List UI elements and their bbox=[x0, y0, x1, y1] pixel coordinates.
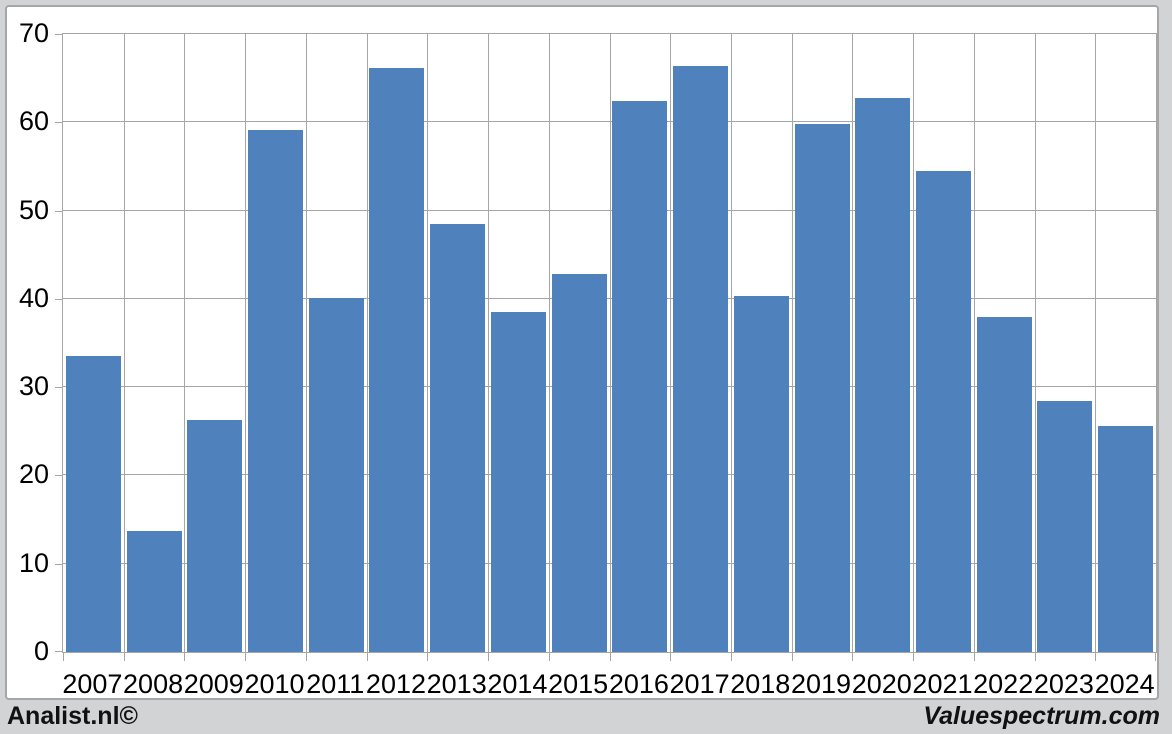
footer-brand-valuespectrum: Valuespectrum.com bbox=[923, 701, 1160, 730]
bar-2015 bbox=[551, 274, 607, 652]
vertical-gridline-5 bbox=[366, 34, 368, 652]
x-tick-17 bbox=[1095, 652, 1097, 661]
x-label-2022: 2022 bbox=[973, 669, 1034, 699]
y-axis: 0 10 20 30 40 50 60 70 bbox=[7, 18, 55, 666]
bar-2009 bbox=[187, 419, 243, 652]
x-label-2016: 2016 bbox=[608, 669, 669, 699]
footer-brand-analist: Analist.nl© bbox=[7, 701, 138, 730]
x-tick-15 bbox=[973, 652, 975, 661]
y-tick-70 bbox=[55, 34, 63, 35]
vertical-gridline-10 bbox=[670, 34, 672, 652]
x-tick-16 bbox=[1034, 652, 1036, 661]
x-tick-7 bbox=[488, 652, 490, 661]
x-label-2017: 2017 bbox=[669, 669, 730, 699]
y-tick-60 bbox=[55, 122, 63, 124]
x-tick-6 bbox=[427, 652, 429, 661]
y-tick-label-30: 30 bbox=[18, 371, 49, 402]
x-tick-18 bbox=[1155, 652, 1156, 661]
bar-2017 bbox=[673, 65, 729, 652]
x-tick-14 bbox=[913, 652, 915, 661]
x-label-2014: 2014 bbox=[487, 669, 548, 699]
y-tick-40 bbox=[55, 298, 63, 300]
x-tick-8 bbox=[548, 652, 550, 661]
footer-bar: Analist.nl© Valuespectrum.com bbox=[0, 700, 1172, 734]
bar-2014 bbox=[490, 312, 546, 652]
bar-2008 bbox=[126, 531, 182, 652]
bar-2018 bbox=[733, 296, 789, 652]
x-label-2010: 2010 bbox=[244, 669, 305, 699]
x-label-2013: 2013 bbox=[426, 669, 487, 699]
bar-2016 bbox=[612, 101, 668, 652]
vertical-gridline-8 bbox=[548, 34, 550, 652]
x-label-2019: 2019 bbox=[790, 669, 852, 699]
vertical-gridline-9 bbox=[609, 34, 611, 652]
x-label-2012: 2012 bbox=[365, 669, 427, 699]
bar-2023 bbox=[1037, 401, 1093, 652]
x-axis: 2007 2008 2009 2010 2011 2012 2013 2014 2015 2016… bbox=[62, 669, 1155, 699]
x-label-2007: 2007 bbox=[62, 669, 123, 699]
x-label-2021: 2021 bbox=[912, 669, 973, 699]
bar-2020 bbox=[855, 97, 911, 652]
bar-2013 bbox=[430, 223, 486, 652]
x-tick-12 bbox=[791, 652, 793, 661]
x-tick-11 bbox=[730, 652, 732, 661]
y-tick-label-0: 0 bbox=[33, 636, 49, 666]
bar-2010 bbox=[248, 130, 303, 652]
vertical-gridline-17 bbox=[1095, 34, 1097, 652]
x-label-2020: 2020 bbox=[851, 669, 912, 699]
y-tick-20 bbox=[55, 475, 63, 477]
vertical-gridline-13 bbox=[852, 34, 854, 652]
vertical-gridline-3 bbox=[245, 34, 247, 652]
x-tick-3 bbox=[245, 652, 247, 661]
y-tick-50 bbox=[55, 210, 63, 212]
bar-2011 bbox=[308, 297, 364, 652]
x-tick-13 bbox=[852, 652, 854, 661]
vertical-gridline-6 bbox=[427, 34, 429, 652]
bar-2007 bbox=[65, 356, 121, 652]
vertical-gridline-4 bbox=[305, 34, 307, 652]
chart-window: 0 10 20 30 40 50 60 70 2007 2008 2009 2010 2011 2012… bbox=[5, 5, 1159, 700]
y-tick-label-70: 70 bbox=[18, 18, 49, 48]
y-tick-10 bbox=[55, 563, 63, 565]
x-tick-9 bbox=[609, 652, 611, 661]
x-tick-10 bbox=[670, 652, 672, 661]
vertical-gridline-11 bbox=[730, 34, 732, 652]
x-label-2015: 2015 bbox=[548, 669, 609, 699]
vertical-gridline-15 bbox=[973, 34, 975, 652]
x-label-2024: 2024 bbox=[1094, 669, 1155, 699]
vertical-gridline-2 bbox=[184, 34, 186, 652]
bar-2022 bbox=[976, 317, 1032, 652]
y-tick-0 bbox=[55, 651, 63, 652]
y-tick-label-40: 40 bbox=[18, 282, 49, 313]
vertical-gridline-7 bbox=[488, 34, 490, 652]
bar-2012 bbox=[369, 67, 425, 652]
y-tick-label-50: 50 bbox=[18, 194, 49, 225]
x-tick-4 bbox=[305, 652, 307, 661]
bar-2024 bbox=[1098, 426, 1154, 652]
plot-area bbox=[55, 33, 1157, 661]
x-tick-0 bbox=[63, 652, 64, 661]
x-label-2011: 2011 bbox=[306, 669, 365, 699]
x-label-2023: 2023 bbox=[1033, 669, 1094, 699]
vertical-gridline-12 bbox=[791, 34, 793, 652]
vertical-gridline-1 bbox=[123, 34, 125, 652]
y-tick-label-10: 10 bbox=[18, 547, 49, 578]
y-tick-30 bbox=[55, 387, 63, 389]
x-label-2018: 2018 bbox=[730, 669, 791, 699]
x-tick-5 bbox=[366, 652, 368, 661]
x-tick-2 bbox=[184, 652, 186, 661]
vertical-gridline-16 bbox=[1034, 34, 1036, 652]
x-label-2008: 2008 bbox=[123, 669, 184, 699]
x-label-2009: 2009 bbox=[183, 669, 244, 699]
bar-2021 bbox=[915, 170, 971, 652]
vertical-gridline-14 bbox=[913, 34, 915, 652]
bar-2019 bbox=[794, 124, 850, 652]
x-tick-1 bbox=[123, 652, 125, 661]
y-tick-label-20: 20 bbox=[18, 459, 49, 490]
y-tick-label-60: 60 bbox=[18, 106, 49, 137]
